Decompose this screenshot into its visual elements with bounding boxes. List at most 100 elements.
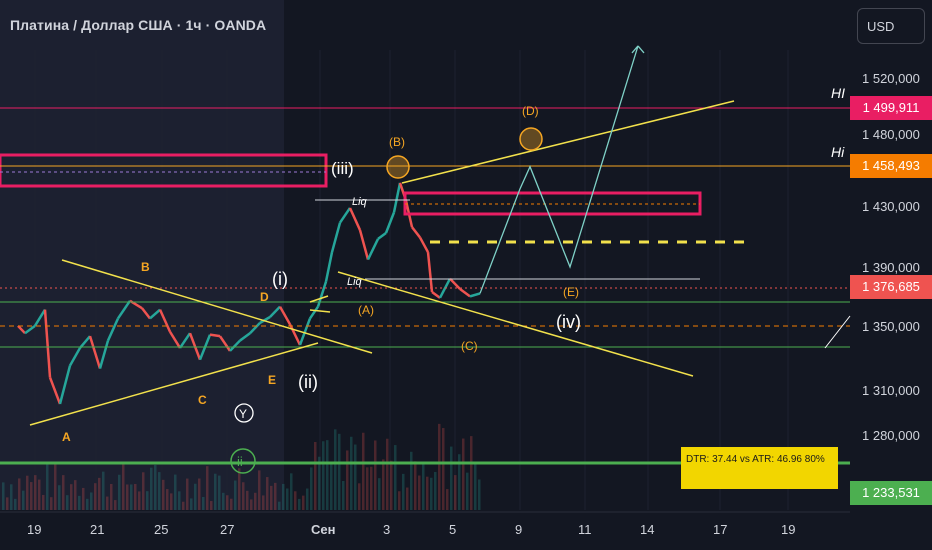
volume-bar: [438, 423, 441, 510]
price-segment: [158, 309, 172, 333]
volume-bar: [406, 487, 409, 510]
volume-bar: [302, 495, 305, 510]
volume-bar: [426, 476, 429, 510]
price-label-1458: 1 458,493: [850, 154, 932, 178]
price-segment: [324, 251, 334, 282]
price-segment: [338, 207, 352, 224]
price-segment: [308, 305, 320, 320]
wave-label-a: A: [62, 430, 71, 444]
currency-button[interactable]: USD: [857, 8, 925, 44]
wave-b-circle: [386, 155, 410, 179]
wave-label-paren-e: (E): [563, 285, 579, 299]
price-segment: [178, 332, 192, 349]
volume-bar: [394, 445, 397, 510]
volume-bar: [42, 494, 45, 510]
wave-label-paren-b: (B): [389, 135, 405, 149]
volume-bar: [30, 482, 33, 510]
volume-bar: [430, 477, 433, 510]
volume-bar: [134, 483, 137, 510]
price-segment: [239, 332, 251, 342]
volume-bar: [18, 478, 21, 510]
volume-bar: [130, 484, 133, 510]
price-segment: [377, 232, 387, 240]
price-segment: [330, 222, 342, 253]
wave-label-paren-c: (C): [461, 339, 478, 353]
volume-bar: [118, 474, 121, 510]
price-segment: [149, 308, 161, 320]
price-segment: [316, 281, 328, 308]
time-tick-9: 9: [515, 522, 522, 537]
volume-bar: [38, 479, 41, 510]
volume-bar: [154, 464, 157, 510]
volume-bar: [158, 472, 161, 510]
price-segment: [348, 207, 362, 231]
volume-bar: [74, 480, 77, 510]
price-segment: [106, 317, 120, 342]
volume-bar: [6, 497, 9, 510]
wave-label-e: E: [268, 373, 276, 387]
price-segment: [418, 236, 430, 253]
price-segment: [229, 339, 241, 352]
price-segment: [384, 211, 396, 234]
volume-bar: [458, 454, 461, 510]
volume-bar: [138, 491, 141, 510]
volume-bar: [146, 491, 149, 510]
volume-bar: [70, 484, 73, 510]
volume-bar: [230, 498, 233, 510]
time-tick-25: 25: [154, 522, 168, 537]
price-segment: [288, 323, 302, 346]
volume-bar: [434, 471, 437, 510]
volume-bar: [110, 483, 113, 510]
triangle-lower-line: [29, 342, 319, 426]
volume-bar: [286, 488, 289, 510]
wave-label-i: (i): [272, 269, 288, 289]
volume-bar: [98, 477, 101, 510]
volume-bar: [10, 484, 13, 510]
price-segment: [58, 365, 72, 405]
price-segment: [411, 226, 421, 239]
volume-bar: [282, 483, 285, 510]
wave-y-circle: [234, 403, 254, 423]
projection-arrowhead: [637, 45, 645, 54]
small-triangle-a: [309, 295, 329, 303]
volume-bar: [166, 489, 169, 510]
time-tick-3: 3: [383, 522, 390, 537]
volume-bar: [258, 470, 261, 510]
small-triangle-b: [309, 309, 331, 313]
liq-label-lower: Liq: [347, 276, 363, 288]
volume-bar: [346, 450, 349, 510]
volume-bar: [210, 501, 213, 510]
volume-bar: [370, 466, 373, 510]
volume-bar: [26, 475, 29, 510]
time-tick-27: 27: [220, 522, 234, 537]
volume-bar: [2, 482, 5, 510]
price-segment: [79, 335, 91, 349]
chart-title: Платина / Доллар США · 1ч · OANDA: [10, 17, 267, 33]
volume-bar: [362, 432, 365, 510]
price-segment: [298, 318, 312, 346]
triangle-upper-line: [61, 259, 373, 354]
volume-bar: [266, 477, 269, 510]
volume-bar: [374, 440, 377, 510]
volume-bar: [222, 492, 225, 510]
price-segment: [68, 347, 82, 367]
wave-label-b: B: [141, 260, 150, 274]
price-segment: [358, 229, 370, 260]
price-segment: [168, 331, 182, 349]
time-tick-19b: 19: [781, 522, 795, 537]
volume-bar: [22, 490, 25, 510]
volume-bar: [478, 479, 481, 510]
projection-path-line: [479, 45, 639, 294]
volume-bar: [330, 462, 333, 510]
price-segment: [366, 238, 380, 261]
volume-bar: [234, 480, 237, 510]
shaded-region: [0, 0, 284, 510]
volume-bar: [250, 499, 253, 510]
wave-label-iii: (iii): [331, 159, 354, 178]
volume-bar: [246, 490, 249, 510]
price-segment: [141, 307, 151, 320]
wave-ii-circle: [230, 448, 256, 474]
volume-bar: [122, 463, 125, 510]
price-tick-2: 1 480,000: [862, 127, 920, 142]
